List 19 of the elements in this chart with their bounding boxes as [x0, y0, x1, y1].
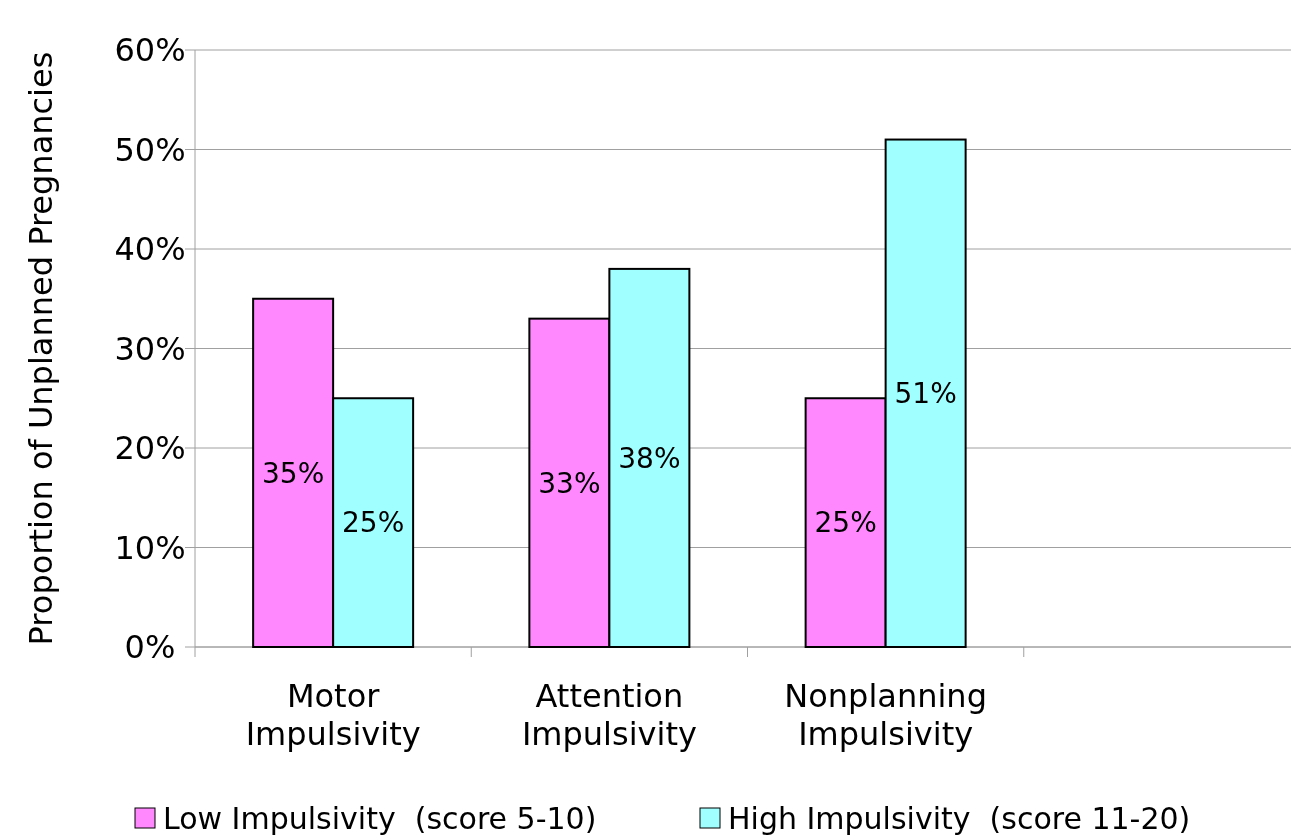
- legend-label: Low Impulsivity (score 5-10): [163, 800, 597, 836]
- x-tick-label: Nonplanning Impulsivity: [784, 677, 987, 753]
- legend-label: High Impulsivity (score 11-20): [728, 800, 1191, 836]
- y-tick-label: 10%: [114, 528, 186, 567]
- data-label: 51%: [894, 377, 957, 411]
- data-label: 25%: [342, 506, 405, 540]
- y-tick-label: 40%: [114, 230, 186, 269]
- data-label: 38%: [618, 441, 681, 475]
- y-tick-label: 60%: [114, 31, 186, 70]
- x-tick-label: Attention Impulsivity: [521, 677, 697, 753]
- y-tick-label: 30%: [114, 329, 186, 368]
- data-label: 35%: [262, 456, 325, 490]
- data-label: 25%: [814, 506, 877, 540]
- y-tick-label: 50%: [114, 130, 186, 169]
- x-tick-label: Motor Impulsivity: [245, 677, 421, 753]
- y-axis-title: Proportion of Unplanned Pregnancies: [22, 51, 60, 646]
- y-tick-label: 0%: [124, 628, 176, 667]
- data-label: 33%: [538, 466, 601, 500]
- y-tick-label: 20%: [114, 429, 186, 468]
